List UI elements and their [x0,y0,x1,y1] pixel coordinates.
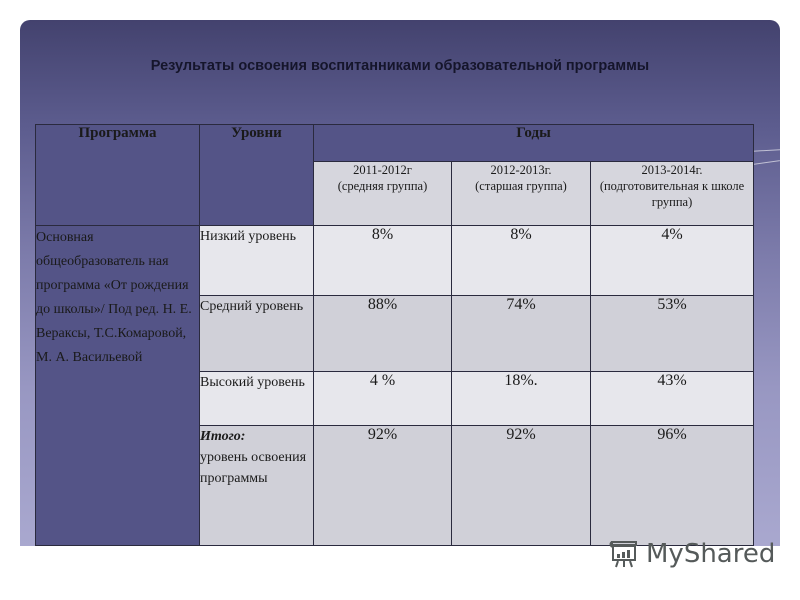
decorative-line [753,160,780,165]
value-cell: 53% [589,295,755,372]
table-row-total: Итого: уровень освоения программы 92% 92… [36,425,755,546]
program-name: Основная общеобразователь ная программа … [35,225,200,546]
period-years: 2011-2012г [353,163,412,177]
level-label: Низкий уровень [199,225,314,296]
level-label: Средний уровень [199,295,314,372]
level-label-total: Итого: уровень освоения программы [199,425,314,546]
decorative-line [752,149,781,152]
value-cell: 8% [451,225,591,296]
value-cell: 88% [313,295,452,372]
value-cell: 4% [589,225,755,296]
value-cell: 96% [589,425,755,546]
value-cell: 92% [313,425,452,546]
value-cell: 74% [451,295,591,372]
header-period-2013: 2013-2014г. (подготовительная к школе гр… [589,161,755,226]
total-description: уровень освоения программы [200,450,307,486]
header-period-2011: 2011-2012г (средняя группа) [313,161,452,226]
period-group: (подготовительная к школе группа) [599,179,745,209]
slide-title: Результаты освоения воспитанниками образ… [150,58,650,74]
presentation-board-icon [609,541,637,568]
watermark-logo: MyShared [608,538,775,570]
period-years: 2013-2014г. [641,163,703,177]
table-row-high: Высокий уровень 4 % 18%. 43% [36,371,755,426]
header-row-1: Программа Уровни Годы [35,124,755,226]
period-years: 2012-2013г. [490,163,552,177]
header-row-2: 2011-2012г (средняя группа) 2012-2013г. … [36,161,755,226]
value-cell: 18%. [451,371,591,426]
value-cell: 43% [589,371,755,426]
value-cell: 4 % [313,371,452,426]
table-row-medium: Средний уровень 88% 74% 53% [36,295,755,372]
period-group: (средняя группа) [337,179,428,193]
total-label: Итого: [200,429,246,444]
header-program: Программа [35,124,200,226]
header-years: Годы [312,124,755,162]
table-row-low: Основная общеобразователь ная программа … [35,225,755,546]
value-cell: 92% [451,425,591,546]
header-period-2012: 2012-2013г. (старшая группа) [451,161,591,226]
period-group: (старшая группа) [475,179,567,193]
results-table: Программа Уровни Годы 2011-2012г (средня… [35,124,755,546]
header-levels: Уровни [199,124,314,226]
level-label: Высокий уровень [199,371,314,426]
value-cell: 8% [313,225,452,296]
watermark-text: MyShared [646,539,776,569]
